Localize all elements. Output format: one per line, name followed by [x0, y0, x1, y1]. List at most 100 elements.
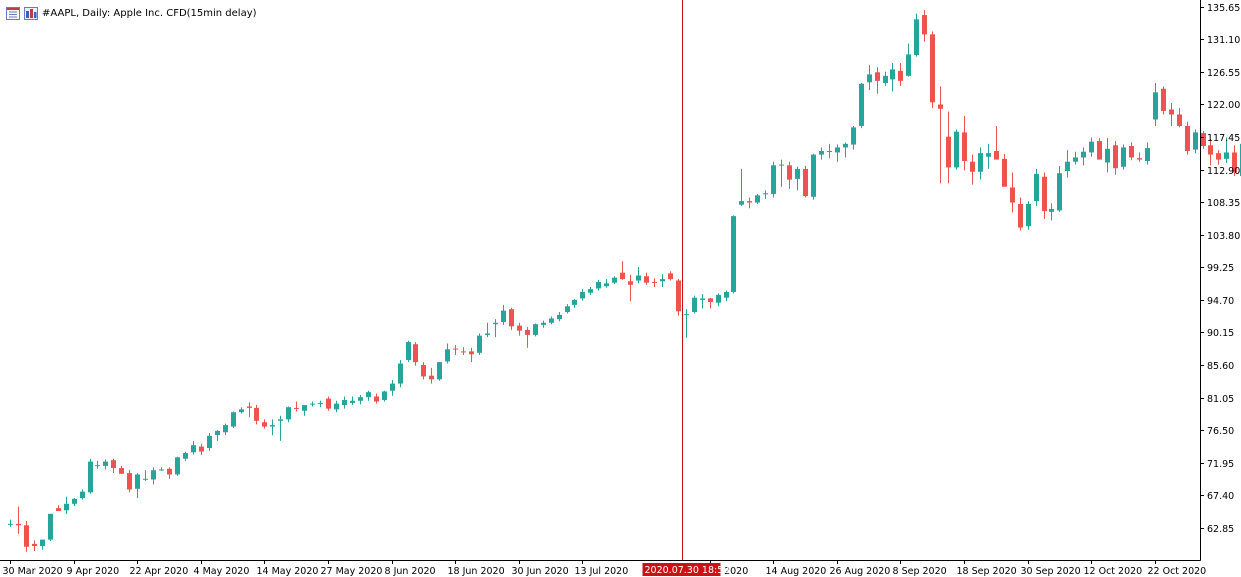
y-tick-label: 81.05	[1207, 394, 1234, 405]
candle-body	[628, 281, 633, 285]
candle	[143, 470, 148, 481]
candle-body	[72, 498, 77, 504]
crosshair-layer: 2020.07.30 18:50	[642, 0, 730, 576]
candle	[676, 279, 681, 316]
y-tick-label: 76.50	[1207, 426, 1234, 437]
candle-body	[80, 491, 85, 499]
candle-body	[859, 83, 864, 126]
candle-body	[151, 470, 156, 480]
x-tick-label: 18 Jun 2020	[448, 566, 505, 577]
candle	[429, 367, 434, 384]
candle	[382, 390, 387, 402]
candle-body	[294, 407, 299, 409]
candle	[970, 154, 975, 185]
candle	[883, 71, 888, 86]
candle-body	[8, 523, 13, 525]
chart-title: #AAPL, Daily: Apple Inc. CFD(15min delay…	[42, 7, 257, 19]
candle	[302, 405, 307, 416]
candle	[708, 297, 713, 309]
candle	[509, 307, 514, 330]
candle-body	[485, 333, 490, 335]
candle-body	[1105, 148, 1110, 163]
candle	[32, 540, 37, 552]
candle-body	[56, 508, 61, 511]
candle	[803, 166, 808, 198]
candle	[413, 342, 418, 366]
candle	[835, 144, 840, 162]
candle	[938, 86, 943, 184]
candle-body	[708, 298, 713, 303]
candle	[159, 467, 164, 471]
candle	[819, 147, 824, 160]
candle-body	[254, 407, 259, 421]
candle-body	[541, 322, 546, 325]
candle-body	[175, 457, 180, 475]
crosshair-time-label: 2020.07.30 18:50	[645, 565, 730, 576]
candle-body	[1049, 208, 1054, 212]
y-tick-label: 99.25	[1207, 263, 1234, 274]
candle-body	[374, 396, 379, 402]
candle	[326, 396, 331, 411]
candle-body	[795, 168, 800, 179]
x-tick-label: 22 Oct 2020	[1148, 566, 1207, 577]
candle	[763, 190, 768, 199]
candle	[859, 83, 864, 129]
x-tick-label: 22 Apr 2020	[130, 566, 189, 577]
candle	[549, 316, 554, 325]
candle	[445, 343, 450, 364]
candle	[135, 473, 140, 499]
candle-body	[890, 69, 895, 80]
y-tick-label: 103.80	[1207, 231, 1240, 242]
candle	[406, 340, 411, 363]
candle-body	[986, 153, 991, 157]
candle-body	[199, 446, 204, 452]
candle-body	[358, 397, 363, 401]
candle	[724, 290, 729, 302]
candle-body	[501, 310, 506, 323]
candle	[1224, 137, 1229, 164]
candle	[652, 278, 657, 287]
candle	[1089, 137, 1094, 157]
candle-body	[493, 322, 498, 325]
candle	[565, 304, 570, 314]
candle-body	[334, 403, 339, 410]
candle	[40, 539, 45, 550]
candle-body	[40, 539, 45, 547]
candle	[88, 458, 93, 494]
candle	[588, 286, 593, 295]
candle	[270, 419, 275, 436]
chart-window-icon[interactable]	[6, 6, 20, 20]
candle-body	[525, 329, 530, 335]
candle-body	[270, 425, 275, 427]
candle	[175, 456, 180, 476]
candle-body	[1185, 125, 1190, 152]
candle	[437, 362, 442, 381]
candle	[501, 304, 506, 325]
candle-body	[342, 400, 347, 406]
bars-icon[interactable]	[24, 6, 38, 20]
candle-body	[1169, 109, 1174, 115]
candle	[692, 295, 697, 314]
x-tick-label: 27 May 2020	[321, 566, 383, 577]
candle	[795, 166, 800, 191]
candle	[342, 396, 347, 409]
candle-body	[119, 468, 124, 474]
candle-body	[612, 277, 617, 283]
candle	[469, 347, 474, 363]
candle-body	[382, 391, 387, 401]
candle-body	[159, 469, 164, 471]
candle	[906, 43, 911, 77]
y-tick-label: 67.40	[1207, 491, 1234, 502]
candle	[914, 13, 919, 57]
candle-body	[875, 72, 880, 81]
candle	[1057, 166, 1062, 212]
candle-body	[938, 104, 943, 109]
candle	[223, 423, 228, 436]
crosshair-label-bg	[642, 563, 721, 576]
candle	[628, 274, 633, 302]
candle-body	[302, 405, 307, 411]
candle-body	[32, 543, 37, 547]
candle-body	[1153, 92, 1158, 120]
candle	[541, 320, 546, 328]
